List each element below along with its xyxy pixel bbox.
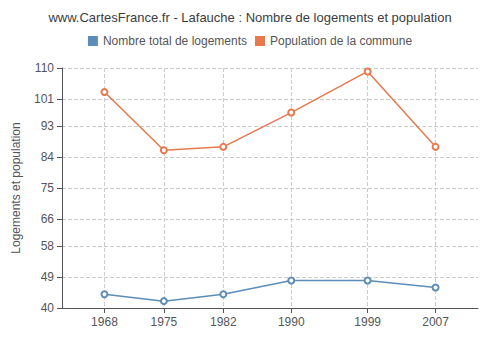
svg-text:Logements et population: Logements et population xyxy=(9,122,23,253)
svg-text:1975: 1975 xyxy=(151,315,178,329)
svg-text:1968: 1968 xyxy=(91,315,118,329)
svg-text:101: 101 xyxy=(34,92,54,106)
svg-text:75: 75 xyxy=(41,181,55,195)
svg-text:110: 110 xyxy=(35,61,54,75)
svg-text:66: 66 xyxy=(41,212,55,226)
svg-text:2007: 2007 xyxy=(422,315,449,329)
svg-text:40: 40 xyxy=(41,301,55,315)
svg-text:1990: 1990 xyxy=(278,315,305,329)
svg-text:93: 93 xyxy=(41,119,55,133)
svg-text:49: 49 xyxy=(41,270,55,284)
svg-text:1999: 1999 xyxy=(354,315,381,329)
svg-text:1982: 1982 xyxy=(210,315,237,329)
svg-text:Nombre total de logements: Nombre total de logements xyxy=(103,34,247,48)
svg-text:58: 58 xyxy=(41,239,55,253)
svg-text:www.CartesFrance.fr - Lafauche: www.CartesFrance.fr - Lafauche : Nombre … xyxy=(47,10,451,25)
svg-text:84: 84 xyxy=(41,150,55,164)
svg-text:Population de la commune: Population de la commune xyxy=(270,34,412,48)
